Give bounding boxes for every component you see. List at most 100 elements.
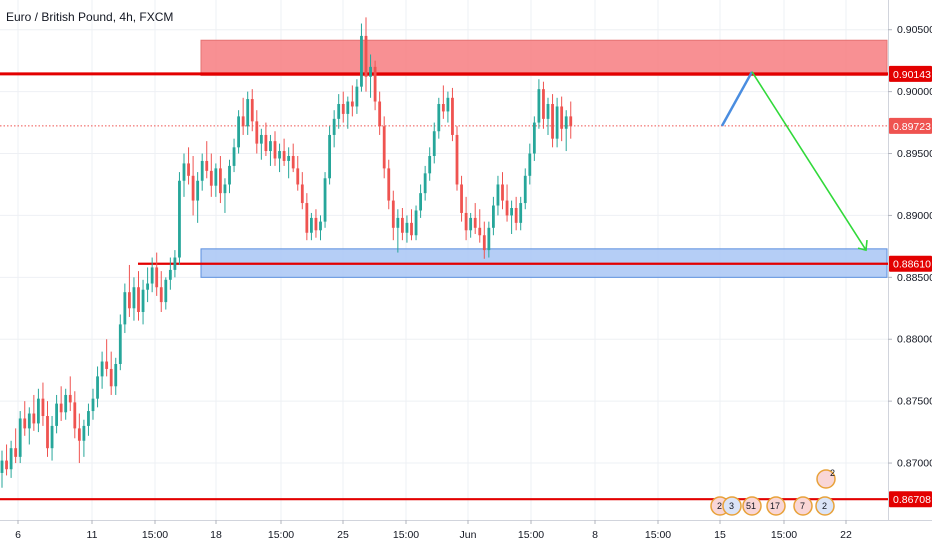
candle bbox=[223, 178, 227, 213]
event-icon[interactable]: 2 bbox=[816, 468, 836, 489]
candle bbox=[178, 172, 181, 265]
candle bbox=[487, 221, 491, 258]
horizontal-lines-layer bbox=[0, 72, 888, 501]
y-tick-label: 0.87500 bbox=[897, 396, 932, 408]
candle bbox=[482, 221, 486, 259]
candle bbox=[551, 94, 554, 148]
event-icon[interactable]: 3 bbox=[722, 496, 742, 516]
candle bbox=[519, 196, 523, 231]
candle bbox=[414, 205, 418, 241]
candle bbox=[114, 357, 118, 395]
candle bbox=[123, 283, 127, 334]
candle bbox=[77, 413, 81, 464]
candle bbox=[0, 450, 4, 488]
x-tick-label: 11 bbox=[87, 529, 98, 541]
zones-layer bbox=[200, 39, 888, 278]
price-label-text: 0.86708 bbox=[893, 494, 931, 506]
candle bbox=[219, 156, 222, 204]
y-tick-label: 0.88500 bbox=[897, 272, 932, 284]
candle bbox=[346, 96, 350, 129]
candle bbox=[341, 91, 345, 123]
candle bbox=[269, 134, 272, 166]
candle bbox=[255, 110, 259, 154]
candle bbox=[237, 110, 240, 154]
svg-text:2: 2 bbox=[822, 501, 827, 511]
y-axis-ticks: 0.90500 0.90000 0.89500 0.89000 0.88500 0.880… bbox=[888, 24, 932, 470]
y-tick-label: 0.90000 bbox=[897, 86, 932, 98]
svg-text:51: 51 bbox=[746, 501, 756, 511]
candle bbox=[228, 159, 231, 194]
candle bbox=[205, 141, 209, 179]
economic-events[interactable]: 2 3 51 17 7 2 2 bbox=[710, 468, 836, 516]
candle bbox=[137, 271, 140, 321]
candle bbox=[360, 23, 363, 92]
svg-text:7: 7 bbox=[800, 501, 805, 511]
x-tick-label: 15:00 bbox=[268, 529, 294, 541]
candle bbox=[155, 252, 159, 296]
event-icon[interactable]: 17 bbox=[766, 496, 786, 516]
candle bbox=[100, 351, 104, 389]
x-tick-label: 22 bbox=[840, 529, 852, 541]
candle bbox=[382, 116, 386, 179]
candle bbox=[214, 163, 218, 197]
candle bbox=[259, 128, 263, 160]
candle bbox=[246, 91, 250, 135]
price-label: 0.86708 bbox=[889, 491, 932, 508]
y-tick-label: 0.89000 bbox=[897, 210, 932, 222]
candle bbox=[141, 279, 145, 325]
candle bbox=[419, 184, 422, 218]
candle bbox=[82, 419, 86, 457]
arrowhead bbox=[857, 240, 868, 252]
candle bbox=[310, 212, 313, 241]
candle bbox=[37, 388, 40, 433]
candle bbox=[273, 131, 277, 166]
x-tick-label: 15:00 bbox=[518, 529, 544, 541]
y-tick-label: 0.87000 bbox=[897, 458, 932, 470]
candle bbox=[432, 122, 436, 164]
candle bbox=[560, 96, 564, 142]
candle bbox=[191, 156, 195, 216]
x-tick-label: 8 bbox=[592, 529, 598, 541]
x-axis-ticks: 6 11 15:00 18 15:00 25 15:00 Jun 15:00 8 15:00 15 15… bbox=[15, 520, 852, 541]
candle bbox=[9, 440, 13, 478]
event-icon[interactable]: 2 bbox=[815, 496, 835, 516]
candle bbox=[437, 97, 441, 139]
candle bbox=[528, 143, 532, 185]
candle bbox=[105, 339, 109, 377]
candle bbox=[173, 250, 177, 278]
candle bbox=[150, 257, 154, 293]
candle bbox=[396, 209, 400, 253]
price-label-text: 0.89723 bbox=[893, 121, 931, 133]
candle bbox=[64, 388, 68, 420]
candle bbox=[323, 172, 327, 228]
price-label: 0.89723 bbox=[889, 117, 932, 134]
candle bbox=[27, 407, 31, 445]
candle bbox=[542, 81, 545, 129]
candle bbox=[401, 208, 404, 241]
resistance-zone[interactable] bbox=[200, 39, 888, 77]
candle bbox=[492, 196, 495, 236]
candle bbox=[564, 110, 568, 152]
candle bbox=[296, 156, 300, 191]
candle bbox=[59, 386, 63, 421]
candle bbox=[569, 101, 573, 139]
candle bbox=[55, 394, 58, 434]
candle bbox=[46, 401, 49, 457]
event-icon[interactable]: 7 bbox=[793, 496, 813, 516]
chart-title: Euro / British Pound, 4h, FXCM bbox=[6, 10, 173, 24]
candle bbox=[514, 196, 518, 231]
candle bbox=[405, 215, 409, 243]
candle bbox=[159, 271, 163, 312]
price-label: 0.90143 bbox=[889, 65, 932, 82]
down-projection-arrow[interactable] bbox=[751, 71, 867, 251]
up-projection-arrow[interactable] bbox=[720, 71, 754, 127]
candle bbox=[91, 388, 95, 420]
candle bbox=[128, 264, 131, 317]
candle bbox=[291, 143, 295, 173]
event-icon[interactable]: 51 bbox=[742, 496, 762, 516]
candle bbox=[168, 257, 172, 290]
candle bbox=[132, 277, 136, 321]
candles-layer bbox=[0, 17, 573, 488]
y-tick-label: 0.88000 bbox=[897, 334, 932, 346]
